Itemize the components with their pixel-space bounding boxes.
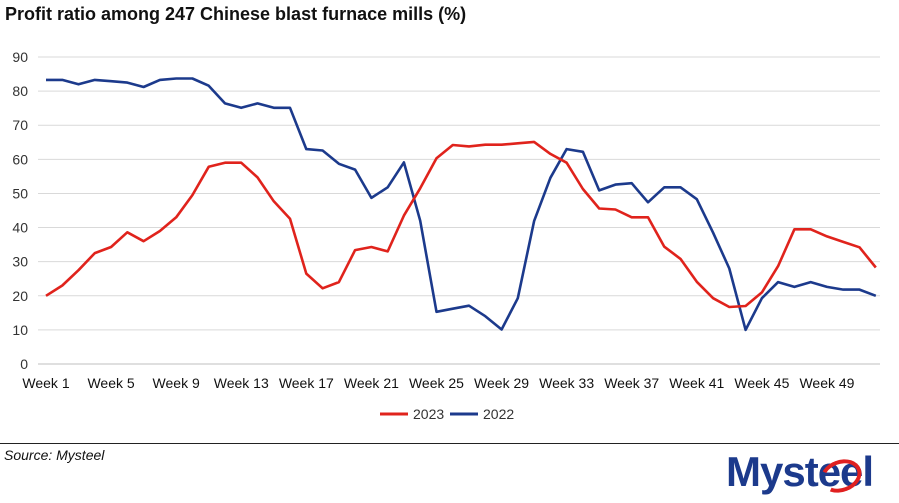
y-tick-label: 40 xyxy=(12,220,28,236)
x-tick-label: Week 13 xyxy=(214,375,269,391)
legend-label-2023: 2023 xyxy=(413,406,444,422)
y-tick-label: 30 xyxy=(12,254,28,270)
x-tick-label: Week 25 xyxy=(409,375,464,391)
x-tick-label: Week 29 xyxy=(474,375,529,391)
x-tick-label: Week 37 xyxy=(604,375,659,391)
x-tick-label: Week 17 xyxy=(279,375,334,391)
logo-text: Mysteel xyxy=(726,448,874,495)
line-chart: 0 10 20 30 40 50 60 70 80 90 Week 1 Week 5 Week 9 Wee… xyxy=(12,49,880,422)
x-tick-label: Week 45 xyxy=(734,375,789,391)
legend-label-2022: 2022 xyxy=(483,406,514,422)
x-tick-label: Week 5 xyxy=(87,375,134,391)
x-tick-label: Week 41 xyxy=(669,375,724,391)
y-tick-label: 60 xyxy=(12,151,28,167)
y-tick-label: 90 xyxy=(12,49,28,65)
x-tick-label: Week 49 xyxy=(799,375,854,391)
y-tick-label: 80 xyxy=(12,83,28,99)
series-line-2022 xyxy=(46,77,877,332)
y-tick-label: 0 xyxy=(20,356,28,372)
chart-title: Profit ratio among 247 Chinese blast fur… xyxy=(5,4,467,24)
y-tick-label: 20 xyxy=(12,288,28,304)
divider xyxy=(0,443,899,444)
y-tick-label: 50 xyxy=(12,185,28,201)
y-tick-label: 70 xyxy=(12,117,28,133)
x-tick-label: Week 9 xyxy=(153,375,200,391)
x-tick-label: Week 33 xyxy=(539,375,594,391)
y-tick-label: 10 xyxy=(12,322,28,338)
x-tick-label: Week 21 xyxy=(344,375,399,391)
x-tick-label: Week 1 xyxy=(22,375,69,391)
series-line-2023 xyxy=(45,140,877,309)
mysteel-logo: Mysteel xyxy=(726,448,874,499)
source-note: Source: Mysteel xyxy=(4,447,105,463)
